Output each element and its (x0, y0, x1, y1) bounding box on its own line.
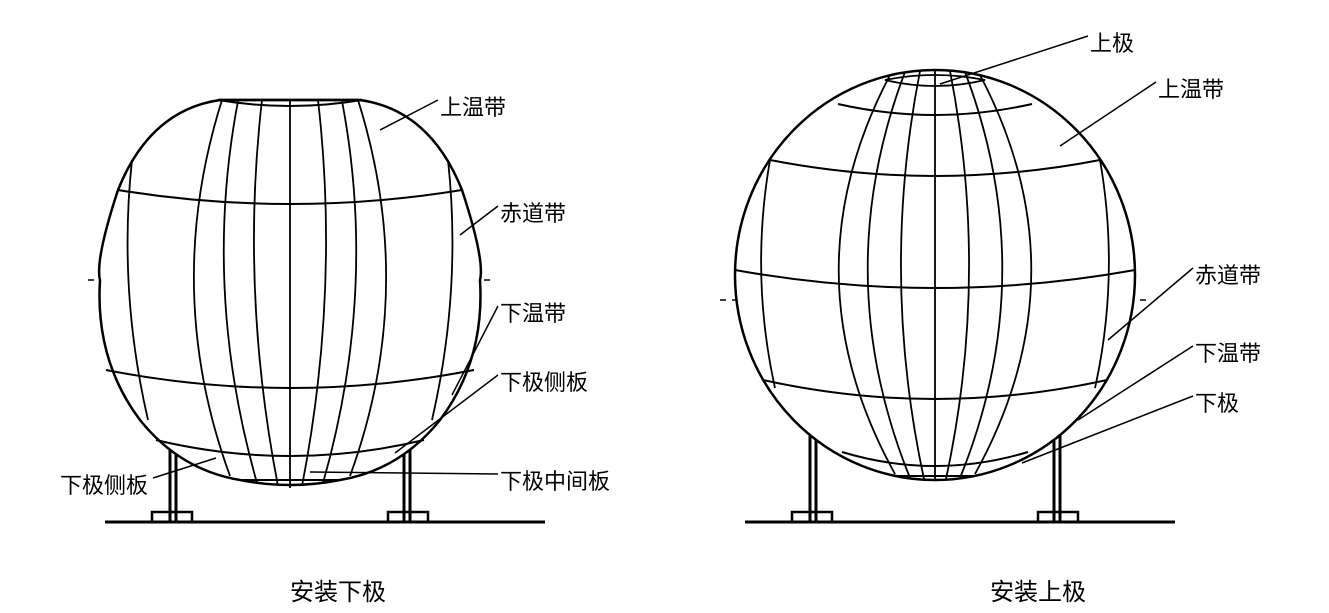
label-left-lower-pole-middle: 下极中间板 (500, 464, 610, 496)
label-right-upper-temperate: 上温带 (1158, 72, 1224, 104)
diagram-container: 上温带 赤道带 下温带 下极侧板 下极中间板 下极侧板 上极 上温带 赤道带 下… (0, 0, 1329, 613)
diagram-svg (0, 0, 1329, 613)
caption-right: 安装上极 (990, 572, 1086, 607)
label-right-lower-temperate: 下温带 (1195, 336, 1261, 368)
label-right-lower-pole: 下极 (1195, 386, 1239, 418)
label-right-upper-pole: 上极 (1090, 26, 1134, 58)
label-left-upper-temperate: 上温带 (440, 90, 506, 122)
label-left-lower-temperate: 下温带 (500, 296, 566, 328)
label-left-lower-pole-side-left: 下极侧板 (60, 468, 148, 500)
label-left-equator: 赤道带 (500, 196, 566, 228)
right-figure (720, 36, 1193, 522)
caption-left: 安装下极 (290, 572, 386, 607)
label-right-equator: 赤道带 (1195, 258, 1261, 290)
left-figure (88, 100, 545, 522)
label-left-lower-pole-side-right: 下极侧板 (500, 365, 588, 397)
